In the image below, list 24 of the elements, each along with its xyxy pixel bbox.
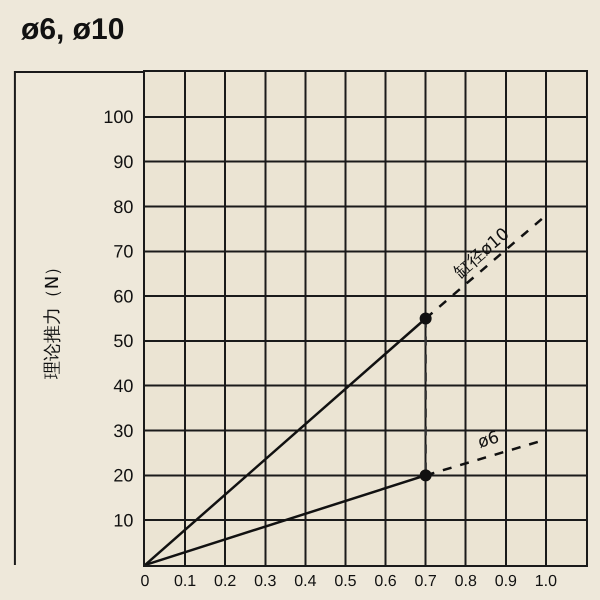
x-tick-label: 0.2 xyxy=(214,573,236,590)
y-tick-label: 80 xyxy=(113,196,134,217)
y-tick-label: 50 xyxy=(113,331,134,352)
x-tick-label: 0.7 xyxy=(414,573,437,590)
x-tick-label: 0.4 xyxy=(294,573,317,590)
y-tick-label: 20 xyxy=(113,466,134,486)
y-tick-label: 90 xyxy=(113,152,134,172)
x-tick-label: 1.0 xyxy=(534,573,558,590)
x-tick-label: 0.5 xyxy=(334,573,357,590)
y-tick-label: 40 xyxy=(113,376,134,396)
y-tick-label: 10 xyxy=(113,510,134,530)
x-tick-label: 0.9 xyxy=(494,573,518,590)
x-tick-label: 0.1 xyxy=(174,573,196,590)
y-tick-label: 30 xyxy=(113,420,134,441)
chart-title: ø6, ø10 xyxy=(21,13,124,46)
x-tick-label: 0 xyxy=(140,573,150,590)
x-tick-label: 0.8 xyxy=(454,573,477,590)
y-tick-label: 70 xyxy=(113,242,134,262)
x-tick-label: 0.3 xyxy=(254,573,276,590)
x-tick-label: 0.6 xyxy=(374,573,397,590)
y-tick-label: 60 xyxy=(113,286,134,306)
y-tick-label: 100 xyxy=(103,107,134,128)
y-axis-title: 理论推力（N） xyxy=(42,258,64,380)
text: ø6 xyxy=(476,427,502,453)
